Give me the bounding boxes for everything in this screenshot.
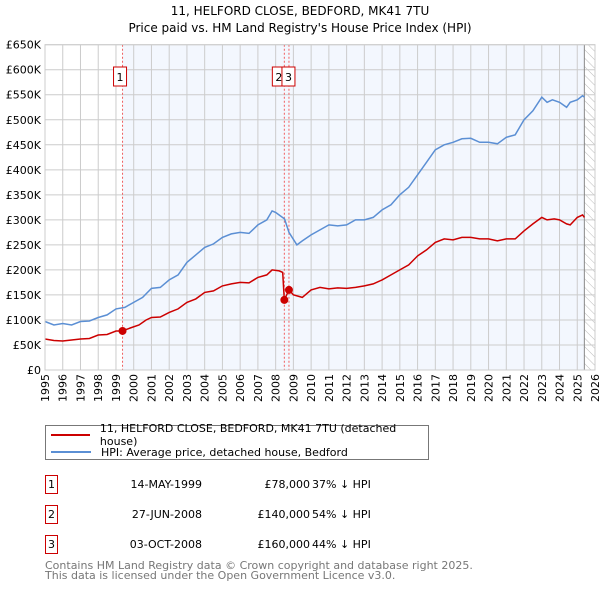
x-tick-label: 2005 [216,374,229,402]
chart-legend: 11, HELFORD CLOSE, BEDFORD, MK41 7TU (de… [45,422,429,460]
legend-label: 11, HELFORD CLOSE, BEDFORD, MK41 7TU (de… [99,422,397,448]
sale-point [284,285,293,294]
y-tick-label: £500K [6,114,42,127]
x-tick-label: 2016 [412,374,425,402]
x-tick-label: 2007 [252,374,265,402]
legend-label: HPI: Average price, detached house, Bedf… [101,445,348,459]
y-tick-label: £400K [6,164,42,177]
y-tick-label: £0 [27,364,41,377]
y-tick-label: £450K [6,139,42,152]
x-tick-label: 2008 [270,374,283,402]
transaction-number: 1 [45,475,58,494]
x-tick-label: 1996 [57,374,70,402]
y-tick-label: £600K [6,64,42,77]
chart-subtitle: Price paid vs. HM Land Registry's House … [128,21,472,35]
x-tick-label: 2009 [287,374,300,402]
sale-label-text: 1 [117,71,124,84]
x-tick-label: 2003 [181,374,194,402]
legend-item-hpi: HPI: Average price, detached house, Bedf… [51,444,348,460]
x-tick-label: 2022 [518,374,531,402]
transaction-hpi: 44% ↓ HPI [312,538,371,551]
x-tick-label: 2000 [128,374,141,402]
transaction-price: £78,000 [264,478,311,491]
y-tick-label: £250K [6,239,42,252]
x-tick-label: 2024 [554,374,567,402]
transaction-number: 2 [45,505,58,524]
transaction-row: 2 27-JUN-2008 £140,000 54% ↓ HPI [45,505,445,525]
y-tick-label: £200K [6,264,42,277]
y-tick-label: £550K [6,89,42,102]
x-tick-label: 2025 [571,374,584,402]
transaction-date: 27-JUN-2008 [131,508,202,521]
x-tick-label: 2017 [429,374,442,402]
x-tick-label: 2019 [465,374,478,402]
price-chart: 2 1 3 1995 1996 1997 1998 1999 2000 2001 2002 2003 2… [6,39,600,402]
x-tick-label: 1999 [110,374,123,402]
sale-label-text: 3 [285,71,292,84]
series-line [44,213,586,342]
x-tick-label: 2011 [323,374,336,402]
x-tick-label: 2012 [341,374,354,402]
sale-label-box [113,66,128,87]
x-tick-label: 2015 [394,374,407,402]
sale-point [118,326,127,335]
x-tick-label: 2010 [305,374,318,402]
transaction-date: 03-OCT-2008 [129,538,202,551]
x-tick-label: 2020 [483,374,496,402]
transaction-number: 3 [45,535,58,554]
y-tick-label: £300K [6,214,42,227]
x-tick-label: 2001 [145,374,158,402]
transaction-date: 14-MAY-1999 [130,478,202,491]
sale-label-text: 2 [275,71,282,84]
x-tick-label: 2026 [589,374,600,402]
transaction-hpi: 54% ↓ HPI [312,508,371,521]
series-line [44,94,585,326]
y-tick-label: £100K [6,314,42,327]
transaction-row: 1 14-MAY-1999 £78,000 37% ↓ HPI [45,475,445,495]
x-tick-label: 2018 [447,374,460,402]
legend-item-property: 11, HELFORD CLOSE, BEDFORD, MK41 7TU (de… [51,422,428,448]
legend-swatch-red [51,434,90,436]
y-tick-label: £350K [6,189,42,202]
x-tick-label: 1995 [39,374,52,402]
forecast-hatch [584,44,595,370]
shaded-region [122,44,585,370]
x-tick-label: 1997 [74,374,87,402]
x-tick-label: 2002 [163,374,176,402]
transaction-price: £140,000 [257,508,311,521]
y-tick-label: £50K [13,339,42,352]
y-tick-label: £650K [6,39,42,52]
transaction-row: 3 03-OCT-2008 £160,000 44% ↓ HPI [45,535,445,555]
x-tick-label: 2014 [376,374,389,402]
transaction-hpi: 37% ↓ HPI [312,478,371,491]
x-tick-label: 2021 [500,374,513,402]
legend-swatch-blue [51,451,91,453]
x-tick-label: 2023 [536,374,549,402]
x-tick-label: 2013 [358,374,371,402]
footer-copyright: Contains HM Land Registry data © Crown c… [45,559,473,572]
x-tick-label: 1998 [92,374,105,402]
chart-title: 11, HELFORD CLOSE, BEDFORD, MK41 7TU [170,4,430,18]
x-tick-label: 2004 [199,374,212,402]
transaction-price: £160,000 [257,538,311,551]
plot-border [44,44,596,371]
footer-licence: This data is licensed under the Open Gov… [45,569,396,582]
x-tick-label: 2006 [234,374,247,402]
sale-label-box [281,66,296,87]
y-tick-label: £150K [6,289,42,302]
sale-point [280,295,289,304]
